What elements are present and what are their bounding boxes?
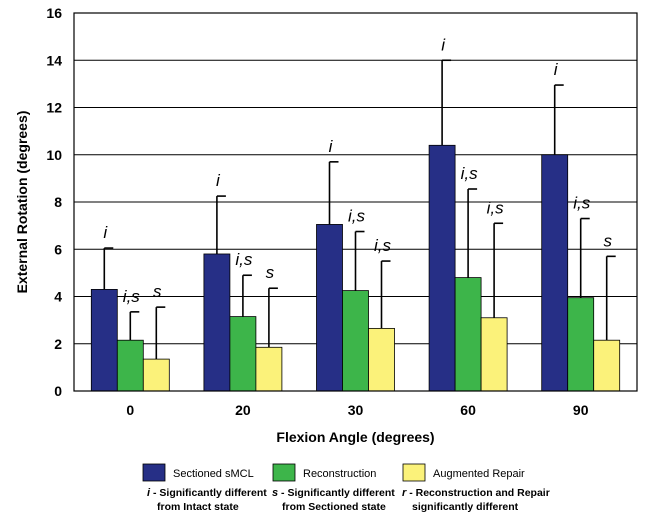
note-key: i (147, 487, 151, 499)
x-tick-label: 30 (348, 402, 364, 418)
bars (90, 144, 621, 392)
y-tick-label: 14 (46, 52, 62, 68)
legend: Sectioned sMCL Reconstruction Augmented Re… (142, 463, 525, 482)
x-tick-label: 0 (126, 402, 134, 418)
y-tick-label: 6 (54, 241, 62, 257)
significance-label: s (603, 231, 612, 250)
note-line: from Sectioned state (282, 501, 386, 513)
significance-label: i,s (374, 236, 392, 255)
bar (316, 224, 343, 392)
bar (142, 358, 170, 392)
note-line: significantly different (412, 501, 519, 513)
significance-labels: i i,s s i i,s s i i,s i,s i i,s i,s i i,s s (103, 35, 612, 306)
legend-label: Augmented Repair (433, 468, 525, 480)
y-tick-label: 8 (54, 194, 62, 210)
significance-label: i (216, 171, 221, 190)
bar (90, 289, 118, 392)
significance-label: s (266, 263, 275, 282)
bar (428, 144, 456, 392)
significance-notes: i - Significantly different from Intact s… (147, 487, 550, 513)
significance-label: i,s (573, 194, 591, 213)
significance-label: i,s (461, 164, 479, 183)
y-axis-ticks: 0 2 4 6 8 10 12 14 16 (46, 5, 62, 399)
x-axis-title: Flexion Angle (degrees) (276, 429, 434, 445)
legend-label: Sectioned sMCL (173, 468, 254, 480)
y-tick-label: 4 (54, 289, 62, 305)
legend-swatch (272, 463, 296, 482)
legend-swatch (142, 463, 166, 482)
bar (368, 327, 395, 392)
error-bars (103, 59, 616, 360)
bar (229, 316, 257, 392)
y-tick-label: 2 (54, 336, 62, 352)
bar (567, 297, 595, 392)
significance-label: i (329, 137, 334, 156)
note-text: - Significantly different (278, 487, 395, 499)
note-key: s (272, 487, 278, 499)
significance-label: s (153, 282, 162, 301)
y-tick-label: 12 (46, 100, 62, 116)
y-tick-label: 0 (54, 383, 62, 399)
note-line: s - Significantly different (272, 487, 395, 499)
note-line: from Intact state (157, 501, 239, 513)
plot-frame (73, 12, 638, 392)
significance-label: i,s (235, 250, 253, 269)
legend-swatch (402, 463, 426, 482)
x-tick-label: 60 (460, 402, 476, 418)
bar (255, 346, 283, 392)
x-tick-label: 20 (235, 402, 251, 418)
x-axis-ticks: 0 20 30 60 90 (126, 402, 588, 418)
note-text: - Significantly different (150, 487, 267, 499)
significance-label: i (103, 223, 108, 242)
x-tick-label: 90 (573, 402, 589, 418)
significance-label: i (441, 35, 446, 54)
bar (116, 339, 144, 392)
bar (480, 317, 508, 392)
bar (203, 253, 231, 392)
y-axis-title: External Rotation (degrees) (14, 111, 30, 294)
legend-label: Reconstruction (303, 468, 376, 480)
y-tick-label: 16 (46, 5, 62, 21)
significance-label: i (554, 60, 559, 79)
bar (541, 154, 569, 392)
significance-label: i,s (123, 287, 141, 306)
bar (454, 277, 482, 392)
y-tick-label: 10 (46, 147, 62, 163)
note-line: r - Reconstruction and Repair (402, 487, 550, 499)
significance-label: i,s (487, 198, 505, 217)
bar (593, 339, 621, 392)
note-line: i - Significantly different (147, 487, 267, 499)
bar (342, 290, 369, 392)
note-text: - Reconstruction and Repair (406, 487, 550, 499)
significance-label: i,s (348, 207, 366, 226)
note-key: r (402, 487, 407, 499)
